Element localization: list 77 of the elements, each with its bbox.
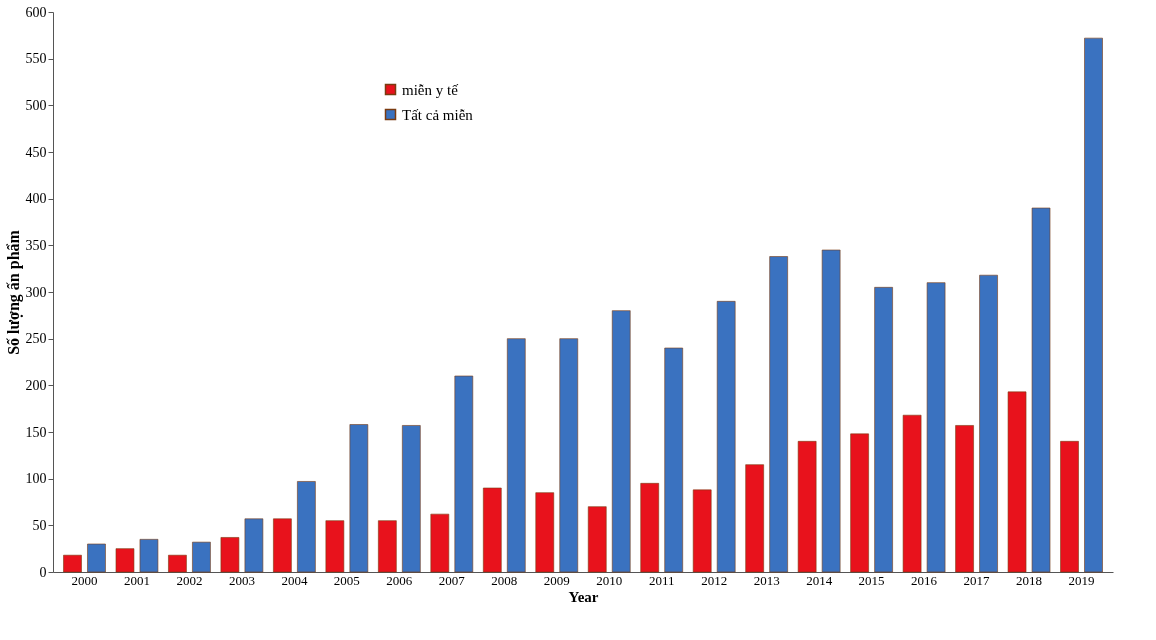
bar xyxy=(168,554,187,573)
bar xyxy=(402,425,421,573)
x-tick-label: 2015 xyxy=(858,572,885,588)
bar xyxy=(192,541,211,573)
y-tick-label: 550 xyxy=(25,51,47,67)
bar xyxy=(63,554,82,573)
x-tick-label: 2009 xyxy=(543,572,570,588)
x-tick-label: 2014 xyxy=(806,572,833,588)
y-tick-label: 150 xyxy=(25,424,47,440)
bar xyxy=(1007,391,1027,573)
bar xyxy=(535,492,555,573)
bar xyxy=(587,506,607,573)
bar xyxy=(692,489,712,573)
bar xyxy=(430,513,450,573)
bar xyxy=(297,481,316,573)
bar xyxy=(716,301,736,573)
y-tick-label: 500 xyxy=(25,97,47,113)
legend-label: miễn y tế xyxy=(402,81,459,98)
x-tick-label: 2019 xyxy=(1068,572,1095,588)
bar xyxy=(87,543,106,573)
bar xyxy=(559,338,579,573)
y-tick-label: 100 xyxy=(25,471,47,487)
x-axis-title: Year xyxy=(568,588,599,605)
x-tick-label: 2013 xyxy=(753,572,780,588)
x-tick-label: 2001 xyxy=(123,572,150,588)
bar xyxy=(745,464,764,573)
bar xyxy=(769,256,788,573)
bar xyxy=(483,487,502,573)
x-tick-label: 2006 xyxy=(386,572,413,588)
bar xyxy=(506,338,526,573)
x-tick-label: 2000 xyxy=(71,572,98,588)
bar xyxy=(378,520,397,573)
y-tick-label: 450 xyxy=(25,144,47,160)
x-tick-label: 2012 xyxy=(701,572,728,588)
bar xyxy=(611,310,631,573)
bar xyxy=(349,424,369,573)
x-tick-label: 2002 xyxy=(176,572,203,588)
x-tick-label: 2017 xyxy=(963,572,991,588)
bar xyxy=(139,539,159,573)
bar xyxy=(273,518,292,573)
bar xyxy=(1060,441,1079,573)
bar xyxy=(902,414,922,573)
bar xyxy=(1031,207,1051,573)
bar xyxy=(115,548,135,573)
x-tick-label: 2016 xyxy=(911,572,938,588)
x-tick-label: 2011 xyxy=(648,572,675,588)
y-tick-label: 0 xyxy=(39,564,47,580)
bar xyxy=(874,287,893,573)
x-tick-label: 2007 xyxy=(438,572,466,588)
bar xyxy=(979,274,998,573)
x-tick-label: 2008 xyxy=(491,572,518,588)
y-tick-label: 250 xyxy=(25,331,47,347)
bar xyxy=(1084,37,1103,573)
y-tick-label: 50 xyxy=(32,517,47,533)
bar xyxy=(325,520,345,573)
y-tick-label: 200 xyxy=(25,377,47,393)
x-tick-label: 2005 xyxy=(333,572,360,588)
y-axis-title: Số lượng ấn phẩm xyxy=(4,229,23,355)
bar xyxy=(955,425,974,573)
bar xyxy=(454,375,474,573)
y-tick-label: 600 xyxy=(25,4,47,20)
bar xyxy=(640,483,660,573)
y-tick-label: 400 xyxy=(25,191,47,207)
bar xyxy=(926,282,946,573)
bar xyxy=(850,433,869,573)
y-tick-label: 350 xyxy=(25,237,47,253)
legend-label: Tất cả miễn xyxy=(402,106,474,123)
bar xyxy=(220,537,240,573)
bar xyxy=(797,441,817,573)
x-tick-label: 2003 xyxy=(228,572,255,588)
x-tick-label: 2018 xyxy=(1016,572,1043,588)
y-tick-label: 300 xyxy=(25,284,47,300)
x-tick-label: 2010 xyxy=(596,572,623,588)
x-tick-label: 2004 xyxy=(281,572,308,588)
bar xyxy=(664,347,683,573)
bar xyxy=(821,249,841,573)
bar xyxy=(244,518,264,573)
